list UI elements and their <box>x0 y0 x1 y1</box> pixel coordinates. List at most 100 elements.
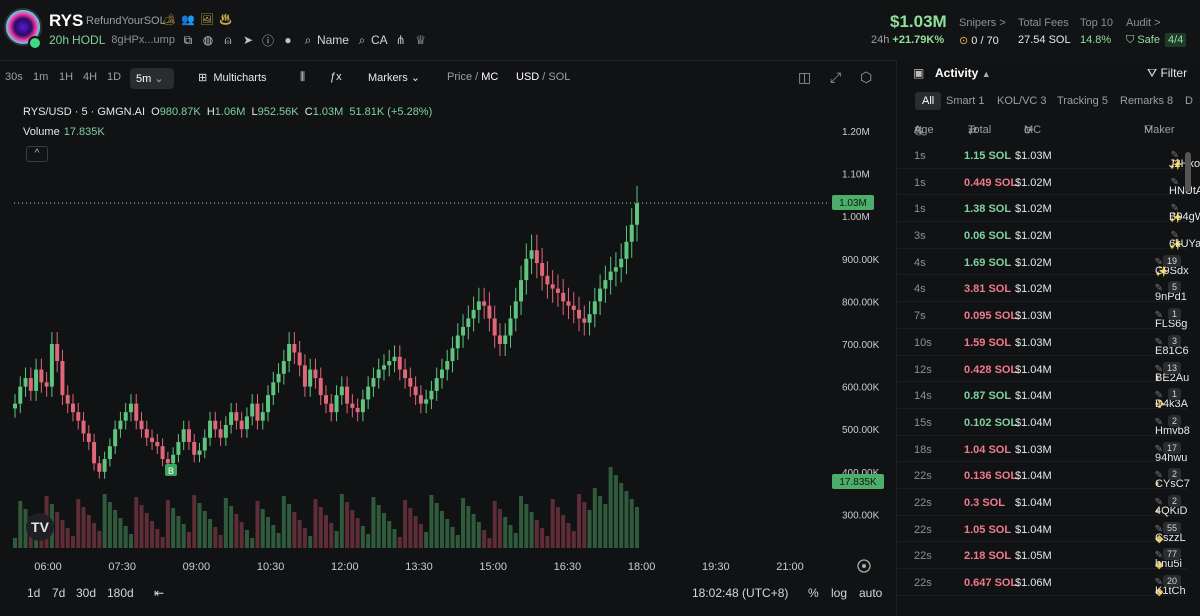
search-ca-icon[interactable]: ⌕ <box>358 32 366 47</box>
edit-remark-icon[interactable]: ✎ <box>1154 470 1163 482</box>
tab-kol-vc[interactable]: KOL/VC 3 <box>997 95 1047 107</box>
table-row[interactable]: 7s 0.095 SOL $1.03M FLS6g 1 ✎ <box>897 302 1187 330</box>
row-total: 0.06 SOL <box>964 230 1012 243</box>
activity-title[interactable]: Activity ▲ <box>935 66 991 80</box>
table-row[interactable]: 18s 1.04 SOL $1.03M 94hwu 17 ✎ <box>897 436 1187 464</box>
share-icon[interactable]: ⋔ <box>395 33 406 47</box>
multicharts-button[interactable]: ⊞ Multicharts <box>198 71 267 84</box>
edit-remark-icon[interactable]: ✎ <box>1154 336 1163 348</box>
range-180d[interactable]: 180d <box>107 586 134 600</box>
volume-bar <box>276 533 281 548</box>
settings-icon[interactable]: ⬡ <box>860 69 873 85</box>
row-total: 0.3 SOL <box>964 496 1005 509</box>
edit-remark-icon[interactable]: ✎ <box>1154 577 1163 588</box>
markers-dropdown[interactable]: Markers ⌄ <box>368 71 420 84</box>
tab-all[interactable]: All <box>915 92 942 110</box>
copy-icon[interactable]: ⧉ <box>183 32 193 47</box>
user-icon[interactable]: ⍝ <box>224 32 232 47</box>
table-row[interactable]: 22s 0.647 SOL $1.06M ◆ K1tCh 20 ✎ <box>897 569 1187 598</box>
price-chart[interactable]: 1.20M 1.10M 1.00M 900.00K 800.00K 700.00K 600.… <box>0 96 890 616</box>
edit-remark-icon[interactable]: ✎ <box>1154 550 1163 562</box>
tab-more[interactable]: D <box>1185 95 1193 107</box>
search-name-link[interactable]: Name <box>316 33 349 47</box>
date-range-icon[interactable]: ⇤ <box>154 586 165 600</box>
table-row[interactable]: 14s 0.87 SOL $1.04M ✤ D4k3A 1 ✎ <box>897 382 1188 411</box>
telegram-icon[interactable]: ➤ <box>242 33 253 47</box>
globe-icon[interactable]: ◍ <box>202 33 214 47</box>
tab-tracking[interactable]: Tracking 5 <box>1057 95 1108 107</box>
edit-remark-icon[interactable]: ✎ <box>1154 496 1163 508</box>
volume-bar <box>144 513 149 548</box>
edit-remark-icon[interactable]: ✎ <box>1154 523 1163 535</box>
table-row[interactable]: 1s 1.15 SOL$1.03M ✨ J2Hko✎ <box>897 142 1200 171</box>
table-row[interactable]: 1s 1.38 SOL $1.02M ✨ B94gW ✎ <box>897 195 1200 224</box>
range-1d[interactable]: 1d <box>27 586 41 600</box>
volume-bar <box>534 520 539 548</box>
row-mc: $1.04M <box>1015 496 1052 509</box>
range-30d[interactable]: 30d <box>76 586 97 600</box>
maker-tag-icon: ◆ <box>1155 559 1164 572</box>
interval-selector[interactable]: 5m ⌄ <box>130 68 174 89</box>
candle-body <box>34 369 39 391</box>
table-row[interactable]: 12s 0.428 SOL $1.04M ◐ BE2Au 13 ✎ <box>897 356 1189 384</box>
table-row[interactable]: 1s 0.449 SOL $1.02M HNUtA ✎ <box>897 169 1200 197</box>
edit-remark-icon[interactable]: ✎ <box>1154 256 1163 268</box>
activity-scrollbar[interactable] <box>1185 152 1191 192</box>
interval-1h[interactable]: 1H <box>59 71 74 83</box>
volume-bar <box>629 499 634 548</box>
fullscreen-icon[interactable]: ⤢ <box>830 69 842 85</box>
collapse-legend-button[interactable]: ^ <box>26 146 48 162</box>
warning-icon[interactable]: ⓘ <box>261 33 274 48</box>
range-7d[interactable]: 7d <box>52 586 66 600</box>
table-row[interactable]: 22s 0.3 SOL $1.04M ◐ 4QKiD 2 ✎ <box>897 489 1187 517</box>
candle-body <box>150 437 155 442</box>
percent-toggle[interactable]: % <box>808 586 819 600</box>
table-row[interactable]: 3s 0.06 SOL $1.02M ✨ 6kUYa ✎ <box>897 222 1200 251</box>
auto-toggle[interactable]: auto <box>859 586 883 600</box>
edit-remark-icon[interactable]: ✎ <box>1154 283 1163 295</box>
edit-remark-icon[interactable]: ✎ <box>1170 150 1179 161</box>
volume-bar <box>176 516 181 548</box>
camera-icon[interactable]: ◫ <box>798 69 812 85</box>
tab-smart[interactable]: Smart 1 <box>946 95 985 107</box>
table-row[interactable]: 4s 1.69 SOL $1.02M ✨ G9Sdx 19 ✎ <box>897 249 1189 278</box>
volume-bar <box>287 504 292 548</box>
audit-stat[interactable]: Audit > ⛉ Safe 4/4 <box>1126 17 1187 47</box>
usd-sol-toggle[interactable]: USD / SOL <box>516 71 571 83</box>
edit-remark-icon[interactable]: ✎ <box>1154 363 1163 375</box>
interval-1d[interactable]: 1D <box>107 71 122 83</box>
candle-type-icon[interactable]: ⫼ <box>300 71 306 83</box>
pump-icon[interactable]: ● <box>284 33 292 47</box>
edit-remark-icon[interactable]: ✎ <box>1154 416 1163 428</box>
edit-remark-icon[interactable]: ✎ <box>1170 230 1179 242</box>
log-toggle[interactable]: log <box>831 586 848 600</box>
edit-remark-icon[interactable]: ✎ <box>1170 176 1179 188</box>
volume-bar <box>65 528 70 548</box>
table-row[interactable]: 15s 0.102 SOL $1.04M Hmvb8 2 ✎ <box>897 409 1190 437</box>
edit-remark-icon[interactable]: ✎ <box>1170 203 1179 215</box>
snipers-stat[interactable]: Snipers > ⊙ 0 / 70 <box>959 17 1006 47</box>
table-row[interactable]: 22s 1.05 SOL $1.04M ◆ CszzL 55 ✎ <box>897 516 1187 545</box>
table-row[interactable]: 4s 3.81 SOL $1.02M 9nPd1 5 ✎ <box>897 275 1187 303</box>
filter-button[interactable]: ⛛ Filter <box>1147 66 1187 81</box>
price-mc-toggle[interactable]: Price / MC <box>447 71 499 83</box>
edit-remark-icon[interactable]: ✎ <box>1154 390 1163 402</box>
indicators-icon[interactable]: ƒx <box>330 71 342 83</box>
table-row[interactable]: 10s 1.59 SOL $1.03M E81C6 3 ✎ <box>897 329 1189 357</box>
crown-icon[interactable]: ♕ <box>415 33 427 47</box>
edit-remark-icon[interactable]: ✎ <box>1154 443 1163 455</box>
interval-4h[interactable]: 4H <box>83 71 98 83</box>
table-row[interactable]: 22s 2.18 SOL $1.05M ◆ hnu5i 77 ✎ <box>897 542 1187 572</box>
tab-remarks[interactable]: Remarks 8 <box>1120 95 1174 107</box>
volume-bar <box>619 483 624 548</box>
volume-bar <box>424 532 429 548</box>
table-row[interactable]: 22s 0.136 SOL $1.04M ◐ CYsC7 2 ✎ <box>897 462 1190 490</box>
volume-bar <box>250 538 255 548</box>
search-ca-link[interactable]: CA <box>370 33 388 47</box>
edit-remark-icon[interactable]: ✎ <box>1154 310 1163 322</box>
contract-address[interactable]: 8gHPx...ump <box>111 34 175 46</box>
search-name-icon[interactable]: ⌕ <box>304 32 312 47</box>
interval-30s[interactable]: 30s <box>5 71 23 83</box>
interval-1m[interactable]: 1m <box>33 71 49 83</box>
row-count-badge: 3 <box>1167 334 1181 347</box>
